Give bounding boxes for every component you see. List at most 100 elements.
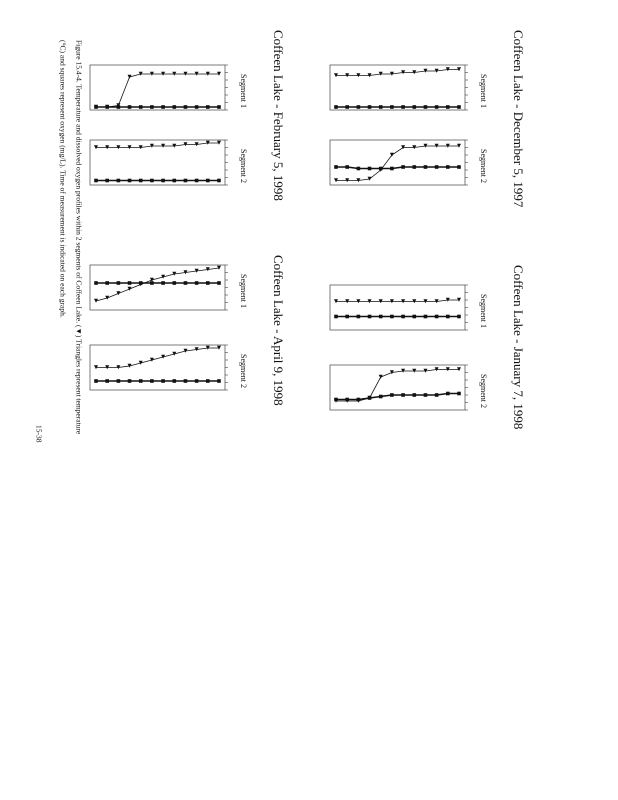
oxygen-marker: [183, 105, 188, 109]
temperature-marker: [161, 274, 166, 279]
temperature-marker: [445, 143, 450, 148]
oxygen-marker: [127, 178, 132, 183]
oxygen-marker: [138, 178, 143, 183]
temperature-marker: [94, 145, 98, 150]
oxygen-marker: [367, 105, 372, 109]
temperature-marker: [94, 298, 98, 303]
temperature-marker: [172, 271, 177, 276]
oxygen-marker: [345, 165, 349, 169]
figure-title: Coffeen Lake - December 5, 1997: [511, 30, 526, 208]
temperature-marker: [217, 140, 221, 145]
segment-label: Segment 2: [479, 374, 488, 408]
temperature-marker: [205, 71, 210, 76]
segment-label: Segment 1: [479, 294, 488, 328]
rotated-content: Figure 15.4-4. Temperature and dissolved…: [34, 30, 526, 443]
oxygen-marker: [390, 314, 394, 319]
temperature-marker: [367, 299, 372, 304]
figure-title: Coffeen Lake - January 7, 1998: [511, 265, 526, 429]
oxygen-marker: [161, 281, 165, 285]
oxygen-marker: [127, 105, 132, 109]
oxygen-marker: [345, 314, 349, 319]
oxygen-marker: [105, 281, 109, 285]
oxygen-marker: [150, 105, 154, 109]
temperature-marker: [334, 178, 338, 183]
oxygen-marker: [345, 105, 349, 109]
oxygen-marker: [138, 281, 143, 285]
temperature-marker: [183, 270, 188, 275]
oxygen-marker: [127, 379, 132, 383]
oxygen-marker: [412, 105, 417, 109]
temperature-marker: [194, 142, 199, 147]
oxygen-marker: [434, 105, 439, 109]
temperature-marker: [138, 71, 143, 76]
temperature-line: [96, 347, 219, 368]
oxygen-marker: [390, 166, 394, 171]
temperature-marker: [389, 152, 394, 157]
temperature-marker: [389, 71, 394, 76]
temperature-marker: [161, 71, 166, 76]
temperature-marker: [412, 145, 417, 150]
temperature-marker: [172, 71, 177, 76]
temperature-marker: [172, 143, 177, 148]
temperature-marker: [116, 291, 121, 296]
oxygen-marker: [172, 379, 177, 383]
oxygen-marker: [194, 105, 199, 109]
oxygen-marker: [194, 281, 199, 285]
oxygen-marker: [217, 281, 221, 285]
temperature-marker: [172, 351, 177, 356]
oxygen-marker: [217, 178, 221, 183]
oxygen-marker: [334, 314, 338, 319]
oxygen-marker: [94, 281, 98, 285]
temperature-marker: [334, 299, 338, 304]
temperature-marker: [457, 367, 461, 372]
oxygen-marker: [172, 105, 177, 109]
temperature-marker: [149, 143, 154, 148]
temperature-marker: [378, 374, 383, 379]
oxygen-marker: [423, 393, 428, 397]
oxygen-marker: [138, 105, 143, 109]
oxygen-marker: [194, 379, 199, 383]
oxygen-marker: [94, 379, 98, 383]
temperature-marker: [116, 365, 121, 370]
temperature-marker: [345, 73, 350, 78]
temperature-marker: [356, 299, 361, 304]
oxygen-marker: [356, 397, 361, 402]
oxygen-marker: [334, 165, 338, 169]
oxygen-marker: [390, 393, 394, 397]
temperature-marker: [127, 74, 132, 79]
oxygen-marker: [367, 166, 372, 171]
temperature-line: [336, 299, 459, 302]
temperature-marker: [205, 345, 210, 350]
temperature-line: [96, 73, 219, 108]
oxygen-marker: [94, 105, 98, 109]
oxygen-marker: [378, 394, 383, 399]
oxygen-marker: [161, 379, 165, 383]
oxygen-marker: [161, 105, 165, 109]
temperature-marker: [423, 68, 428, 73]
oxygen-marker: [217, 105, 221, 109]
temperature-marker: [217, 265, 221, 270]
temperature-marker: [205, 140, 210, 145]
temperature-marker: [161, 354, 166, 359]
temperature-marker: [194, 71, 199, 76]
oxygen-marker: [446, 314, 450, 319]
oxygen-marker: [172, 178, 177, 183]
temperature-marker: [401, 299, 406, 304]
temperature-marker: [149, 357, 154, 362]
temperature-marker: [205, 267, 210, 272]
oxygen-marker: [345, 397, 349, 402]
oxygen-marker: [390, 105, 394, 109]
temperature-marker: [116, 145, 121, 150]
oxygen-marker: [172, 281, 177, 285]
oxygen-marker: [206, 281, 210, 285]
temperature-marker: [434, 68, 439, 73]
oxygen-marker: [378, 105, 383, 109]
oxygen-marker: [401, 393, 405, 397]
temperature-marker: [434, 143, 439, 148]
oxygen-marker: [183, 281, 188, 285]
temperature-marker: [457, 67, 461, 72]
oxygen-marker: [206, 105, 210, 109]
oxygen-marker: [378, 314, 383, 319]
temperature-marker: [94, 365, 98, 370]
